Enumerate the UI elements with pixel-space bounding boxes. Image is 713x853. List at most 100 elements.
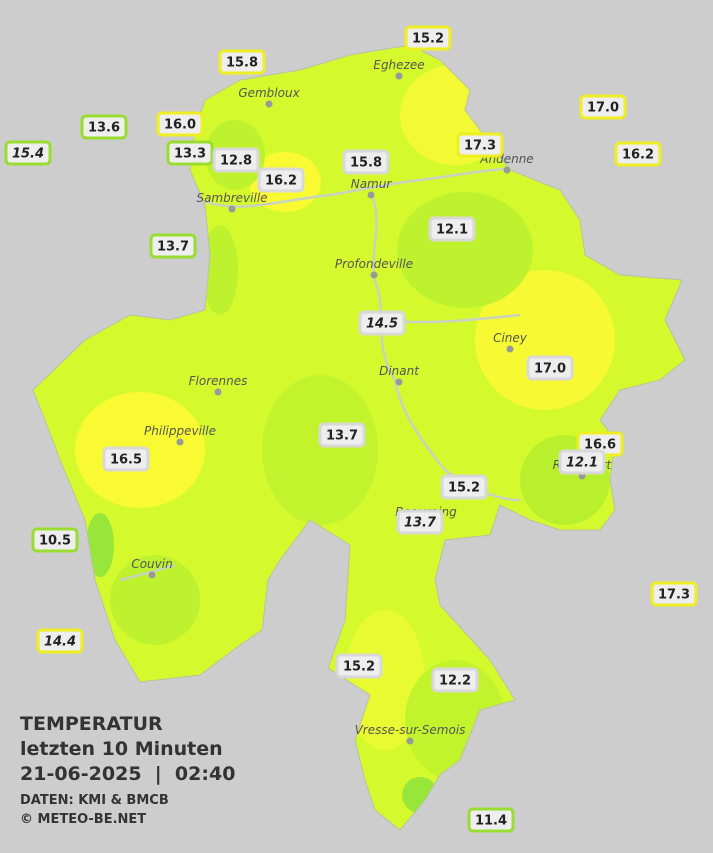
- city-label: Couvin: [131, 557, 172, 571]
- title: TEMPERATUR: [20, 713, 163, 735]
- city-label: Florennes: [189, 374, 248, 388]
- station-value: 15.2: [448, 481, 480, 496]
- station: 15.2: [440, 474, 488, 500]
- station: 13.7: [318, 422, 366, 448]
- city-dot: [228, 205, 236, 213]
- source: DATEN: KMI & BMCB: [20, 793, 169, 808]
- cool-area: [262, 375, 378, 525]
- station-value: 15.8: [226, 56, 258, 71]
- station-value: 17.0: [534, 362, 566, 377]
- station-box: [431, 667, 479, 693]
- city-dot: [506, 345, 514, 353]
- station-box: [36, 628, 84, 654]
- station-value: 16.6: [584, 438, 616, 453]
- station-box: [149, 233, 197, 259]
- station-value: 17.3: [464, 139, 496, 154]
- station-box: [102, 446, 150, 472]
- station-value: 15.2: [412, 32, 444, 47]
- station-value: 16.2: [622, 148, 654, 163]
- city-label: Sambreville: [196, 191, 267, 205]
- station: 16.5: [102, 446, 150, 472]
- station-value: 16.0: [164, 118, 196, 133]
- warm-area: [345, 610, 425, 750]
- station-value: 13.7: [157, 240, 189, 255]
- station-box: [80, 114, 128, 140]
- cold-area: [86, 513, 114, 577]
- station: 16.2: [614, 141, 662, 167]
- station-value: 12.1: [566, 456, 598, 471]
- station-box: [614, 141, 662, 167]
- station-box: [579, 94, 627, 120]
- station-value: 12.1: [436, 223, 468, 238]
- station-value: 13.6: [88, 121, 120, 136]
- station-box: [526, 355, 574, 381]
- station: 13.6: [80, 114, 128, 140]
- station: 12.1: [428, 216, 476, 242]
- station-box: [342, 149, 390, 175]
- station-value: 15.4: [12, 147, 44, 162]
- station-box: [456, 132, 504, 158]
- station: 16.2: [257, 167, 305, 193]
- station-value: 16.5: [110, 453, 142, 468]
- station-box: [212, 147, 260, 173]
- station: 15.2: [335, 653, 383, 679]
- city-dot: [370, 271, 378, 279]
- station-box: [650, 581, 698, 607]
- station-box: [31, 527, 79, 553]
- station-value: 12.2: [439, 674, 471, 689]
- city-dot: [503, 166, 511, 174]
- city-label: Namur: [351, 177, 393, 191]
- station-value: 12.8: [220, 154, 252, 169]
- station-value: 17.3: [658, 588, 690, 603]
- station-value: 15.2: [343, 660, 375, 675]
- station-box: [335, 653, 383, 679]
- city-label: Gembloux: [238, 86, 300, 100]
- station-box: [358, 310, 406, 336]
- station-box: [428, 216, 476, 242]
- station-box: [156, 111, 204, 137]
- city-dot: [406, 737, 414, 745]
- cool-area: [202, 225, 238, 315]
- station: 15.4: [4, 140, 52, 166]
- city-dot: [214, 388, 222, 396]
- warm-area: [475, 270, 615, 410]
- city-label: Dinant: [379, 364, 420, 378]
- station: 16.0: [156, 111, 204, 137]
- city-dot: [395, 378, 403, 386]
- station-box: [218, 49, 266, 75]
- city-dot: [395, 72, 403, 80]
- station-value: 11.4: [475, 814, 507, 829]
- station: 17.3: [650, 581, 698, 607]
- station: 12.2: [431, 667, 479, 693]
- station-box: [440, 474, 488, 500]
- station: 12.1: [558, 449, 606, 475]
- station: 11.4: [467, 807, 515, 833]
- subtitle: letzten 10 Minuten: [20, 738, 223, 760]
- city-dot: [265, 100, 273, 108]
- city-label: Philippeville: [144, 424, 216, 438]
- station-value: 14.4: [44, 635, 76, 650]
- city-label: Eghezee: [373, 58, 424, 72]
- station-value: 13.3: [174, 147, 206, 162]
- station: 10.5: [31, 527, 79, 553]
- station-box: [166, 140, 214, 166]
- city-label: Vresse-sur-Semois: [355, 723, 466, 737]
- station-box: [4, 140, 52, 166]
- station-value: 15.8: [350, 156, 382, 171]
- station: 14.5: [358, 310, 406, 336]
- station-box: [467, 807, 515, 833]
- station: 15.2: [404, 25, 452, 51]
- river: [199, 166, 521, 208]
- station-value: 14.5: [366, 317, 398, 332]
- station-box: [257, 167, 305, 193]
- stations: 15.2 15.8 17.0 13.6 16.0 15.4 13.3 12.8 16.2 15.8…: [4, 25, 698, 833]
- datetime: 21-06-2025 | 02:40: [20, 763, 235, 785]
- river: [119, 563, 176, 582]
- city-dot: [176, 438, 184, 446]
- station: 17.3: [456, 132, 504, 158]
- city-label: Ciney: [493, 331, 528, 345]
- station: 14.4: [36, 628, 84, 654]
- station-value: 10.5: [39, 534, 71, 549]
- city-dot: [148, 571, 156, 579]
